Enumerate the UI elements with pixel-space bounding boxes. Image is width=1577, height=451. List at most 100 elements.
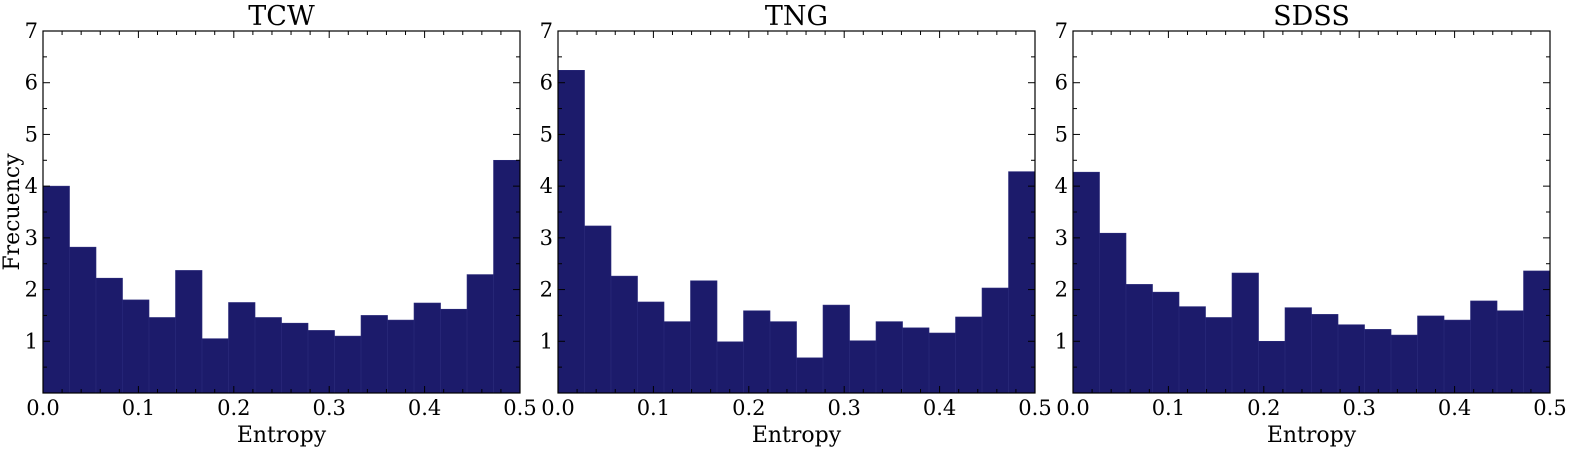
histogram-bar [175,270,203,394]
y-tick-label: 1 [540,329,553,353]
histogram-bar [122,299,150,394]
chart-panel-tcw: 0.0 0.1 0.2 0.3 0.4 0.5 1 2 3 4 5 6 7 TCW Entropy Frecu… [0,1,537,448]
y-tick-label: 2 [540,278,553,302]
x-tick-label: 0.1 [637,396,670,420]
y-tick-label: 7 [540,19,553,43]
histogram-bar [1284,307,1312,394]
histogram-bar [1231,272,1259,394]
y-tick-label: 1 [25,329,38,353]
histogram-bar [1496,310,1524,394]
histogram-bar [1523,270,1551,394]
y-tick-label: 5 [1055,122,1068,146]
histogram-bar [637,301,665,394]
y-tick-label: 6 [25,71,38,95]
histogram-bar [201,338,229,394]
histogram-bar [690,280,718,394]
chart-title: TNG [765,1,828,32]
histogram-bar [822,304,850,394]
histogram-bar [743,310,771,394]
x-tick-label: 0.4 [1438,396,1471,420]
histogram-bar [875,321,903,394]
histogram-bar [1311,314,1339,394]
x-axis-label: Entropy [752,423,842,448]
histogram-bar [69,246,97,394]
y-tick-label: 6 [540,71,553,95]
y-tick-label: 5 [25,122,38,146]
x-tick-label: 0.4 [923,396,956,420]
histogram-bar [610,275,638,394]
histogram-bar [493,159,521,394]
histogram-bar [584,225,612,394]
x-tick-label: 0.3 [827,396,860,420]
x-tick-label: 0.5 [1533,396,1566,420]
histogram-bar [1417,315,1445,394]
histogram-bar [981,287,1009,394]
chart-title: TCW [248,1,315,32]
x-tick-label: 0.0 [541,396,574,420]
x-tick-label: 0.1 [122,396,155,420]
histogram-bar [1125,284,1153,394]
histogram-bar [1205,317,1233,394]
x-tick-label: 0.4 [408,396,441,420]
histogram-bar [1258,340,1286,394]
histogram-bar [1178,306,1206,394]
histogram-bar [849,340,877,394]
histogram-bar [902,327,930,394]
y-tick-label: 1 [1055,329,1068,353]
histogram-bar [334,335,362,394]
y-tick-label: 2 [25,278,38,302]
chart-panel-sdss: 0.0 0.1 0.2 0.3 0.4 0.5 1 2 3 4 5 6 7 SDSS Entropy [1055,1,1567,448]
histogram-bar [1072,171,1100,394]
histogram-bar [254,317,282,394]
histogram-bar [307,330,335,394]
histogram-bar [466,274,494,394]
histogram-bar [716,341,744,394]
x-tick-label: 0.0 [26,396,59,420]
y-tick-label: 3 [540,226,553,250]
y-tick-label: 4 [1055,174,1068,198]
y-tick-label: 4 [540,174,553,198]
x-tick-label: 0.5 [1018,396,1051,420]
histogram-bar [148,317,176,394]
histogram-bar [769,321,797,394]
histogram-bar [955,316,983,394]
chart-panel-tng: 0.0 0.1 0.2 0.3 0.4 0.5 1 2 3 4 5 6 7 TNG Entropy [540,1,1052,448]
x-tick-label: 0.0 [1056,396,1089,420]
histogram-bar [1099,232,1127,394]
histogram-bar [360,315,388,394]
histogram-bar [95,277,123,394]
y-tick-label: 4 [25,174,38,198]
x-tick-label: 0.3 [1342,396,1375,420]
y-tick-label: 3 [25,226,38,250]
chart-title: SDSS [1273,1,1350,32]
y-tick-label: 3 [1055,226,1068,250]
histogram-bar [1008,171,1036,394]
x-axis-label: Entropy [1267,423,1357,448]
x-tick-label: 0.2 [217,396,250,420]
histogram-bar [663,321,691,394]
x-axis-label: Entropy [237,423,327,448]
histogram-bar [413,302,441,394]
x-tick-label: 0.2 [1247,396,1280,420]
y-tick-label: 5 [540,122,553,146]
x-tick-label: 0.2 [732,396,765,420]
x-tick-label: 0.3 [312,396,345,420]
y-tick-label: 7 [25,19,38,43]
histogram-bar [1337,324,1365,394]
histogram-bar [440,308,468,394]
y-tick-label: 2 [1055,278,1068,302]
histogram-bar [1390,334,1418,394]
histogram-bar [557,70,585,394]
y-axis-label: Frecuency [0,153,25,271]
histogram-bar [281,322,309,394]
histogram-bar [1364,329,1392,394]
histogram-bar [928,332,956,394]
x-tick-label: 0.1 [1152,396,1185,420]
histogram-bar [1443,319,1471,394]
histogram-bar [796,357,824,394]
x-tick-label: 0.5 [503,396,536,420]
histogram-bar [1470,300,1498,394]
histogram-bar [387,319,415,394]
histogram-bar [228,302,256,394]
